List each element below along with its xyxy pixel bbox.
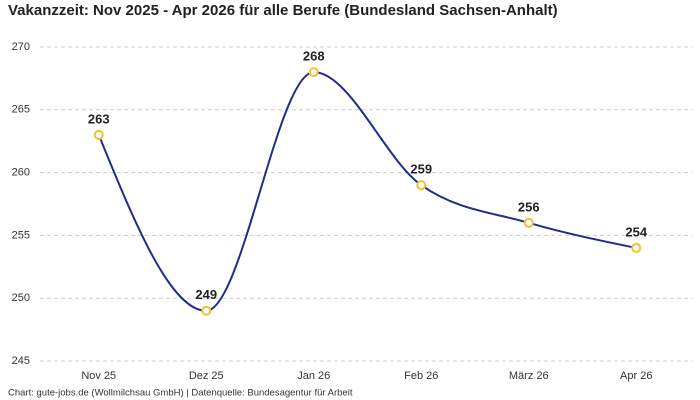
x-tick-label: Feb 26 [404, 370, 438, 382]
y-tick-label: 250 [12, 292, 30, 304]
y-tick-label: 245 [12, 355, 30, 367]
y-tick-label: 260 [12, 167, 30, 179]
y-tick-label: 255 [12, 229, 30, 241]
x-tick-label: Apr 26 [620, 370, 652, 382]
line [97, 71, 637, 312]
value-label: 268 [303, 49, 325, 64]
point [631, 242, 642, 253]
value-label: 259 [410, 162, 432, 177]
point [201, 305, 212, 316]
value-label: 263 [88, 111, 110, 126]
point [93, 129, 104, 140]
x-tick-label: März 26 [509, 370, 549, 382]
value-label: 256 [518, 199, 540, 214]
point [416, 180, 427, 191]
point [308, 67, 319, 78]
x-tick-label: Dez 25 [189, 370, 224, 382]
point [523, 217, 534, 228]
value-label: 254 [625, 224, 647, 239]
chart-title: Vakanzzeit: Nov 2025 - Apr 2026 für alle… [8, 2, 558, 19]
y-tick-label: 265 [12, 104, 30, 116]
x-tick-label: Nov 25 [81, 370, 116, 382]
x-tick-label: Jan 26 [297, 370, 330, 382]
y-tick-label: 270 [12, 41, 30, 53]
value-label: 249 [195, 287, 217, 302]
source-note: Chart: gute-jobs.de (Wollmilchsau GmbH) … [8, 388, 353, 399]
